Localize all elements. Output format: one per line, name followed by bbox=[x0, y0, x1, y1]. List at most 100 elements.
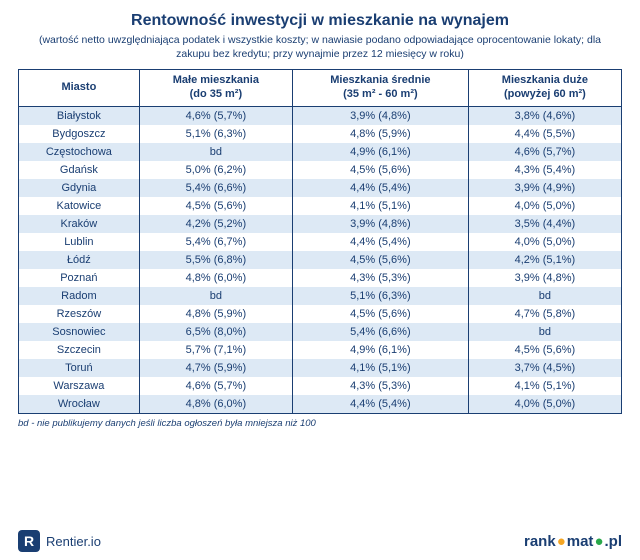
cell-mid: 4,1% (5,1%) bbox=[292, 197, 468, 215]
cell-mid: 4,9% (6,1%) bbox=[292, 143, 468, 161]
cell-small: 4,8% (5,9%) bbox=[139, 305, 292, 323]
table-row: Kraków4,2% (5,2%)3,9% (4,8%)3,5% (4,4%) bbox=[19, 215, 622, 233]
col-large-l1: Mieszkania duże bbox=[502, 74, 588, 86]
cell-mid: 4,3% (5,3%) bbox=[292, 377, 468, 395]
table-row: Sosnowiec6,5% (8,0%)5,4% (6,6%)bd bbox=[19, 323, 622, 341]
table-row: Rzeszów4,8% (5,9%)4,5% (5,6%)4,7% (5,8%) bbox=[19, 305, 622, 323]
cell-small: 4,5% (5,6%) bbox=[139, 197, 292, 215]
page-subtitle: (wartość netto uwzględniająca podatek i … bbox=[18, 34, 622, 61]
cell-small: 4,8% (6,0%) bbox=[139, 269, 292, 287]
cell-mid: 4,9% (6,1%) bbox=[292, 341, 468, 359]
cell-mid: 4,1% (5,1%) bbox=[292, 359, 468, 377]
cell-large: 4,4% (5,5%) bbox=[468, 125, 621, 143]
cell-large: 4,7% (5,8%) bbox=[468, 305, 621, 323]
cell-city: Szczecin bbox=[19, 341, 140, 359]
cell-mid: 4,5% (5,6%) bbox=[292, 251, 468, 269]
cell-city: Białystok bbox=[19, 106, 140, 125]
cell-city: Bydgoszcz bbox=[19, 125, 140, 143]
cell-mid: 3,9% (4,8%) bbox=[292, 106, 468, 125]
col-large-l2: (powyżej 60 m²) bbox=[504, 88, 586, 100]
footnote: bd - nie publikujemy danych jeśli liczba… bbox=[18, 418, 622, 429]
cell-small: 4,8% (6,0%) bbox=[139, 395, 292, 414]
cell-large: bd bbox=[468, 287, 621, 305]
cell-mid: 4,4% (5,4%) bbox=[292, 179, 468, 197]
cell-large: 4,0% (5,0%) bbox=[468, 197, 621, 215]
table-row: Białystok4,6% (5,7%)3,9% (4,8%)3,8% (4,6… bbox=[19, 106, 622, 125]
cell-small: 5,1% (6,3%) bbox=[139, 125, 292, 143]
cell-city: Lublin bbox=[19, 233, 140, 251]
cell-small: 5,4% (6,6%) bbox=[139, 179, 292, 197]
rankomat-part-c: .pl bbox=[605, 533, 623, 550]
col-small-l2: (do 35 m²) bbox=[190, 88, 243, 100]
col-city: Miasto bbox=[19, 70, 140, 107]
cell-large: 4,2% (5,1%) bbox=[468, 251, 621, 269]
cell-large: 4,5% (5,6%) bbox=[468, 341, 621, 359]
table-row: Radombd5,1% (6,3%)bd bbox=[19, 287, 622, 305]
col-mid-l1: Mieszkania średnie bbox=[330, 74, 430, 86]
cell-mid: 5,1% (6,3%) bbox=[292, 287, 468, 305]
table-row: Katowice4,5% (5,6%)4,1% (5,1%)4,0% (5,0%… bbox=[19, 197, 622, 215]
cell-large: 3,8% (4,6%) bbox=[468, 106, 621, 125]
cell-large: 3,9% (4,9%) bbox=[468, 179, 621, 197]
col-small-l1: Małe mieszkania bbox=[173, 74, 259, 86]
rentier-logo: R Rentier.io bbox=[18, 530, 101, 552]
cell-small: 6,5% (8,0%) bbox=[139, 323, 292, 341]
table-row: Gdynia5,4% (6,6%)4,4% (5,4%)3,9% (4,9%) bbox=[19, 179, 622, 197]
col-mid: Mieszkania średnie (35 m² - 60 m²) bbox=[292, 70, 468, 107]
cell-small: 5,0% (6,2%) bbox=[139, 161, 292, 179]
table-row: Szczecin5,7% (7,1%)4,9% (6,1%)4,5% (5,6%… bbox=[19, 341, 622, 359]
cell-mid: 4,5% (5,6%) bbox=[292, 305, 468, 323]
cell-large: 4,1% (5,1%) bbox=[468, 377, 621, 395]
table-row: Gdańsk5,0% (6,2%)4,5% (5,6%)4,3% (5,4%) bbox=[19, 161, 622, 179]
footer: R Rentier.io rank●mat●.pl bbox=[18, 524, 622, 552]
cell-small: bd bbox=[139, 143, 292, 161]
cell-large: bd bbox=[468, 323, 621, 341]
cell-large: 3,9% (4,8%) bbox=[468, 269, 621, 287]
cell-mid: 4,3% (5,3%) bbox=[292, 269, 468, 287]
page-title: Rentowność inwestycji w mieszkanie na wy… bbox=[18, 12, 622, 30]
col-large: Mieszkania duże (powyżej 60 m²) bbox=[468, 70, 621, 107]
cell-city: Kraków bbox=[19, 215, 140, 233]
cell-city: Rzeszów bbox=[19, 305, 140, 323]
cell-small: 5,4% (6,7%) bbox=[139, 233, 292, 251]
col-mid-l2: (35 m² - 60 m²) bbox=[343, 88, 418, 100]
cell-city: Warszawa bbox=[19, 377, 140, 395]
cell-large: 4,0% (5,0%) bbox=[468, 233, 621, 251]
cell-mid: 5,4% (6,6%) bbox=[292, 323, 468, 341]
cell-large: 3,5% (4,4%) bbox=[468, 215, 621, 233]
col-small: Małe mieszkania (do 35 m²) bbox=[139, 70, 292, 107]
table-row: Lublin5,4% (6,7%)4,4% (5,4%)4,0% (5,0%) bbox=[19, 233, 622, 251]
cell-small: 4,2% (5,2%) bbox=[139, 215, 292, 233]
cell-city: Wrocław bbox=[19, 395, 140, 414]
cell-city: Sosnowiec bbox=[19, 323, 140, 341]
cell-small: bd bbox=[139, 287, 292, 305]
cell-mid: 4,5% (5,6%) bbox=[292, 161, 468, 179]
rankomat-part-b: mat bbox=[567, 533, 594, 550]
cell-small: 4,7% (5,9%) bbox=[139, 359, 292, 377]
table-header-row: Miasto Małe mieszkania (do 35 m²) Mieszk… bbox=[19, 70, 622, 107]
cell-mid: 4,8% (5,9%) bbox=[292, 125, 468, 143]
cell-large: 3,7% (4,5%) bbox=[468, 359, 621, 377]
cell-large: 4,3% (5,4%) bbox=[468, 161, 621, 179]
rentier-text: Rentier.io bbox=[46, 534, 101, 549]
rankomat-o-icon: ● bbox=[557, 533, 566, 550]
cell-city: Częstochowa bbox=[19, 143, 140, 161]
cell-small: 4,6% (5,7%) bbox=[139, 377, 292, 395]
cell-small: 4,6% (5,7%) bbox=[139, 106, 292, 125]
cell-mid: 4,4% (5,4%) bbox=[292, 395, 468, 414]
cell-city: Katowice bbox=[19, 197, 140, 215]
cell-small: 5,5% (6,8%) bbox=[139, 251, 292, 269]
table-row: Warszawa4,6% (5,7%)4,3% (5,3%)4,1% (5,1%… bbox=[19, 377, 622, 395]
table-row: Poznań4,8% (6,0%)4,3% (5,3%)3,9% (4,8%) bbox=[19, 269, 622, 287]
table-row: Toruń4,7% (5,9%)4,1% (5,1%)3,7% (4,5%) bbox=[19, 359, 622, 377]
rentier-badge-icon: R bbox=[18, 530, 40, 552]
returns-table: Miasto Małe mieszkania (do 35 m²) Mieszk… bbox=[18, 69, 622, 414]
table-row: Wrocław4,8% (6,0%)4,4% (5,4%)4,0% (5,0%) bbox=[19, 395, 622, 414]
table-row: Bydgoszcz5,1% (6,3%)4,8% (5,9%)4,4% (5,5… bbox=[19, 125, 622, 143]
cell-city: Radom bbox=[19, 287, 140, 305]
rankomat-logo: rank●mat●.pl bbox=[524, 533, 622, 550]
cell-large: 4,0% (5,0%) bbox=[468, 395, 621, 414]
cell-mid: 4,4% (5,4%) bbox=[292, 233, 468, 251]
cell-city: Toruń bbox=[19, 359, 140, 377]
rankomat-dot-icon: ● bbox=[594, 533, 603, 550]
